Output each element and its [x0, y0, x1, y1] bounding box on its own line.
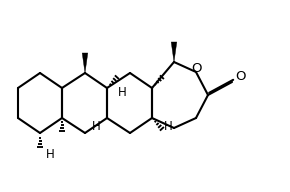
Text: H: H: [92, 119, 100, 132]
Polygon shape: [82, 53, 88, 73]
Polygon shape: [171, 42, 177, 62]
Text: O: O: [235, 70, 245, 83]
Text: H: H: [46, 148, 55, 161]
Text: H: H: [164, 119, 172, 132]
Text: H: H: [118, 87, 126, 99]
Text: O: O: [191, 61, 201, 74]
